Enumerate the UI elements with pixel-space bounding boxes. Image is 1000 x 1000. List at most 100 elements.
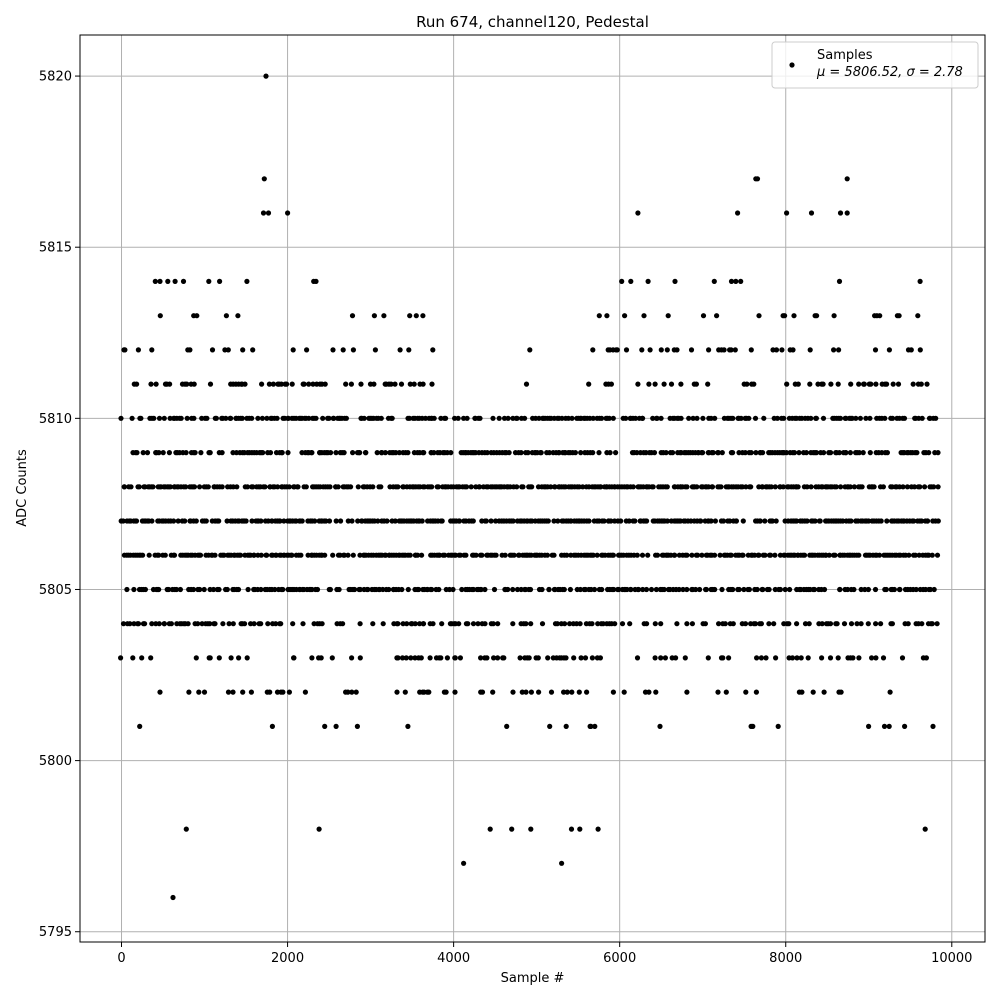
data-point <box>255 415 261 421</box>
data-point <box>345 689 351 695</box>
data-point <box>216 586 222 593</box>
data-point <box>326 415 332 421</box>
data-point <box>242 621 248 627</box>
data-point <box>856 450 862 456</box>
data-point <box>201 689 208 695</box>
data-point <box>483 518 489 524</box>
data-point <box>166 450 172 456</box>
data-point <box>274 415 280 421</box>
data-point <box>890 415 896 421</box>
data-point <box>563 723 569 730</box>
data-point <box>518 450 524 456</box>
data-point <box>706 347 712 353</box>
data-point <box>535 655 541 661</box>
data-point <box>363 450 369 456</box>
data-point <box>416 586 422 593</box>
data-point <box>393 450 399 456</box>
data-point <box>442 552 448 558</box>
data-point <box>528 689 535 695</box>
data-point <box>289 552 295 558</box>
data-point <box>224 586 230 593</box>
data-point <box>559 860 565 866</box>
data-point <box>412 655 418 661</box>
data-point <box>783 450 790 456</box>
data-point <box>357 450 363 456</box>
data-point <box>438 655 444 661</box>
data-point <box>608 518 614 524</box>
data-point <box>555 518 561 524</box>
data-point <box>546 586 552 593</box>
data-point <box>639 552 646 558</box>
data-point <box>187 347 193 353</box>
y-tick-label: 5800 <box>39 754 72 769</box>
x-tick-label: 4000 <box>437 951 470 966</box>
data-point <box>899 655 906 661</box>
data-point <box>565 415 572 421</box>
data-point <box>750 723 756 730</box>
data-point <box>674 347 680 353</box>
data-point <box>589 621 595 627</box>
data-point <box>355 484 361 490</box>
data-point <box>146 552 152 558</box>
data-point <box>730 415 736 421</box>
data-point <box>260 210 267 216</box>
data-point <box>654 552 661 558</box>
data-point <box>388 381 394 387</box>
data-point <box>838 484 844 490</box>
data-point <box>142 621 148 627</box>
data-point <box>827 655 834 661</box>
legend-marker <box>789 62 795 68</box>
data-point <box>224 518 230 524</box>
data-point <box>652 621 658 627</box>
data-point <box>488 518 494 524</box>
data-point <box>336 586 342 593</box>
y-tick-label: 5820 <box>39 70 72 85</box>
data-point <box>716 621 722 627</box>
data-point <box>802 552 808 558</box>
data-point <box>135 347 141 353</box>
data-point <box>926 450 932 456</box>
data-point <box>684 586 690 593</box>
data-point <box>415 552 421 558</box>
data-point <box>212 621 218 627</box>
data-point <box>197 586 203 593</box>
data-point <box>243 518 249 524</box>
data-point <box>821 450 827 456</box>
data-point <box>429 381 435 387</box>
data-point <box>844 210 850 216</box>
y-tick-label: 5810 <box>39 412 72 427</box>
data-point <box>619 621 626 627</box>
data-point <box>426 689 432 695</box>
data-point <box>733 518 740 524</box>
data-point <box>847 484 853 490</box>
data-point <box>730 586 736 593</box>
data-point <box>843 450 849 456</box>
data-point <box>490 689 496 695</box>
data-point <box>301 381 307 387</box>
data-point <box>511 552 517 558</box>
data-point <box>312 518 318 524</box>
data-point <box>924 381 930 387</box>
data-point <box>760 586 766 593</box>
x-tick-label: 0 <box>117 951 125 966</box>
data-point <box>536 415 542 421</box>
data-point <box>291 655 297 661</box>
data-point <box>912 552 919 558</box>
data-point <box>322 723 328 730</box>
data-point <box>897 586 903 593</box>
data-point <box>862 586 868 593</box>
data-point <box>510 518 516 524</box>
data-point <box>705 655 711 661</box>
data-point <box>191 415 197 421</box>
data-point <box>589 655 596 661</box>
data-point <box>455 415 461 421</box>
data-point <box>249 415 255 421</box>
data-point <box>475 621 481 627</box>
data-point <box>248 689 254 695</box>
data-point <box>495 655 501 661</box>
data-point <box>501 415 508 421</box>
data-point <box>658 655 664 661</box>
data-point <box>124 586 130 593</box>
data-point <box>915 313 921 319</box>
data-point <box>772 552 778 558</box>
